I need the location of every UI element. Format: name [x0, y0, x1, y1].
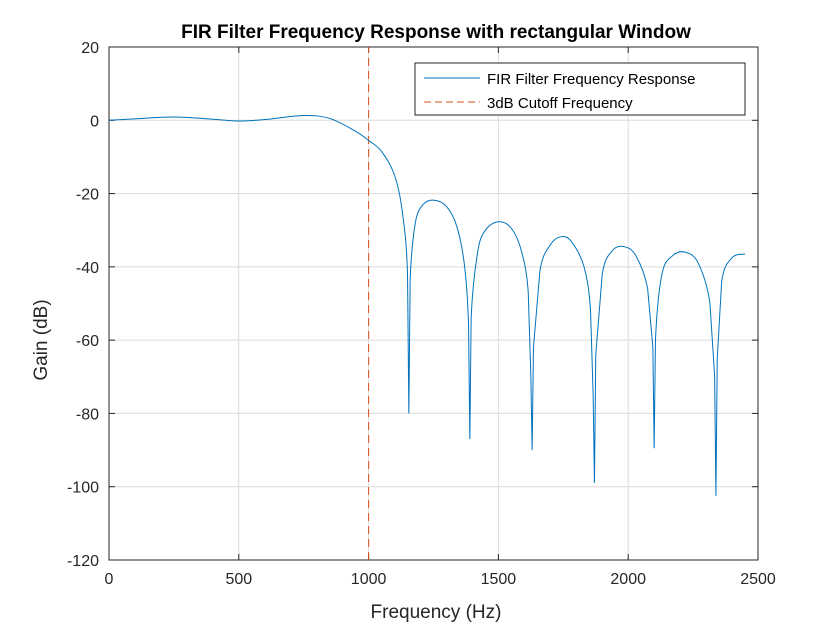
chart-title: FIR Filter Frequency Response with recta… [181, 22, 691, 43]
y-tick-label: -20 [76, 187, 99, 204]
series-layer [108, 47, 746, 560]
y-axis-label: Gain (dB) [31, 299, 52, 380]
y-tick-label: 20 [81, 40, 99, 57]
x-tick-label: 1500 [481, 571, 517, 588]
x-axis-label: Frequency (Hz) [371, 602, 502, 623]
x-tick-label: 1000 [351, 571, 387, 588]
y-tick-label: -80 [76, 406, 99, 423]
legend-box [414, 62, 746, 116]
y-tick-label: 0 [90, 113, 99, 130]
plot-area-frame [108, 46, 759, 561]
tick-layer: 0 500 1000 1500 2000 2500 20 0 -20 -40 -60 -80 -100 -… [67, 40, 776, 588]
x-tick-label: 500 [225, 571, 252, 588]
legend-label-cutoff: 3dB Cutoff Frequency [487, 95, 633, 112]
legend: FIR Filter Frequency Response 3dB Cutoff… [414, 62, 746, 116]
legend-label-response: FIR Filter Frequency Response [487, 71, 695, 88]
grid-layer [108, 46, 759, 561]
y-tick-label: -60 [76, 333, 99, 350]
y-tick-label: -100 [67, 480, 99, 497]
x-tick-label: 0 [105, 571, 114, 588]
y-tick-label: -120 [67, 553, 99, 570]
y-tick-label: -40 [76, 260, 99, 277]
x-tick-label: 2000 [610, 571, 646, 588]
x-tick-label: 2500 [740, 571, 776, 588]
frequency-response-line [108, 114, 746, 496]
